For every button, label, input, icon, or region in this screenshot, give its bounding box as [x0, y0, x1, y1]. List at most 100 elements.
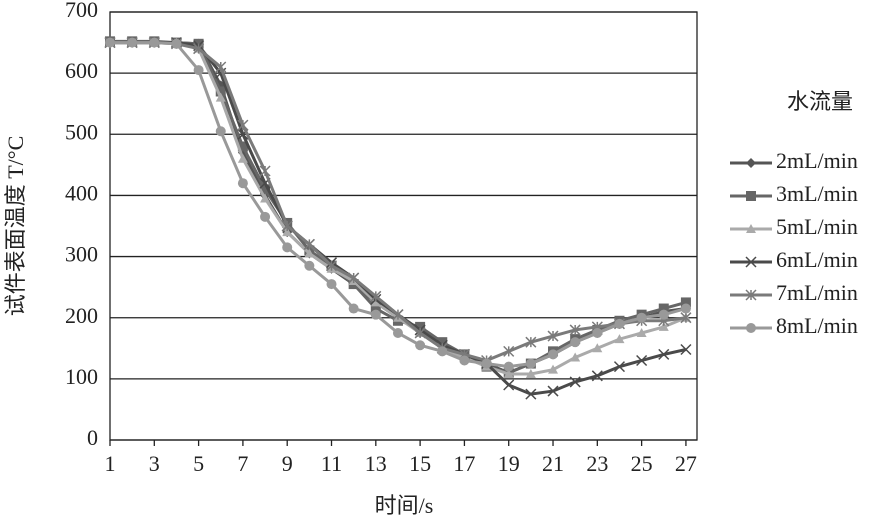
marker — [548, 364, 559, 374]
y-tick-label: 500 — [65, 119, 98, 144]
marker — [680, 312, 692, 324]
x-tick-label: 17 — [453, 451, 475, 476]
legend-label: 8mL/min — [776, 313, 858, 338]
marker — [569, 324, 581, 336]
marker — [592, 343, 603, 353]
legend-marker — [745, 256, 757, 268]
marker — [525, 388, 537, 400]
x-tick-label: 1 — [105, 451, 116, 476]
marker — [370, 290, 382, 302]
marker — [636, 312, 647, 323]
legend-marker — [746, 158, 756, 168]
marker — [304, 248, 315, 258]
marker — [636, 328, 647, 337]
legend-marker — [746, 224, 756, 233]
x-tick-label: 5 — [193, 451, 204, 476]
y-tick-label: 600 — [65, 58, 98, 83]
marker — [658, 309, 669, 320]
x-tick-label: 9 — [282, 451, 293, 476]
legend-marker — [745, 289, 757, 301]
marker — [348, 272, 360, 284]
legend-marker — [746, 323, 756, 333]
marker — [237, 141, 248, 152]
marker — [325, 260, 338, 272]
marker — [370, 303, 381, 314]
marker — [481, 358, 492, 369]
x-tick-label: 27 — [675, 451, 697, 476]
marker — [215, 61, 227, 73]
marker — [326, 279, 337, 290]
marker — [215, 92, 226, 102]
marker — [215, 126, 226, 137]
marker — [658, 348, 670, 360]
marker — [613, 361, 626, 373]
marker — [548, 349, 559, 360]
marker — [570, 352, 581, 362]
marker — [636, 354, 648, 367]
y-tick-label: 300 — [65, 242, 98, 267]
y-axis-label: 试件表面温度 T/°C — [3, 136, 28, 317]
marker — [392, 309, 404, 321]
marker — [259, 165, 271, 177]
x-tick-label: 23 — [586, 451, 608, 476]
x-tick-label: 3 — [149, 451, 160, 476]
legend-title: 水流量 — [787, 89, 853, 114]
marker — [570, 337, 581, 348]
y-tick-label: 0 — [87, 425, 98, 450]
marker — [348, 303, 359, 314]
marker — [193, 65, 204, 76]
marker — [658, 303, 669, 314]
marker — [614, 334, 625, 344]
legend-marker — [746, 191, 756, 201]
x-tick-label: 15 — [409, 451, 431, 476]
marker — [282, 227, 293, 237]
marker — [415, 340, 426, 351]
y-tick-label: 200 — [65, 303, 98, 328]
y-tick-label: 100 — [65, 364, 98, 389]
marker — [215, 86, 226, 97]
marker — [569, 376, 581, 388]
x-tick-label: 19 — [498, 451, 520, 476]
marker — [614, 318, 625, 329]
marker — [105, 37, 115, 48]
marker — [237, 119, 249, 131]
plot-frame — [109, 11, 698, 441]
legend-label: 6mL/min — [776, 247, 858, 272]
marker — [304, 260, 315, 271]
marker — [237, 153, 248, 163]
marker — [525, 336, 537, 348]
marker — [171, 38, 182, 49]
x-tick-label: 13 — [365, 451, 387, 476]
marker — [260, 193, 271, 203]
marker — [303, 238, 315, 250]
marker — [415, 321, 426, 332]
marker — [680, 303, 691, 314]
marker — [282, 242, 293, 253]
marker — [525, 358, 536, 369]
x-tick-label: 21 — [542, 451, 564, 476]
marker — [592, 328, 603, 338]
marker — [503, 345, 515, 357]
marker — [127, 37, 138, 48]
marker — [437, 337, 448, 348]
marker — [658, 321, 669, 331]
marker — [547, 330, 559, 342]
legend-label: 5mL/min — [776, 214, 858, 239]
marker — [281, 220, 293, 232]
marker — [414, 327, 426, 339]
marker — [525, 368, 536, 378]
marker — [193, 43, 205, 55]
x-axis-label: 时间/s — [375, 493, 434, 518]
marker — [237, 178, 248, 189]
x-tick-label: 7 — [237, 451, 248, 476]
legend-label: 7mL/min — [776, 280, 858, 305]
marker — [459, 355, 470, 366]
marker — [503, 361, 514, 372]
marker — [680, 297, 691, 308]
x-tick-label: 25 — [631, 451, 653, 476]
marker — [503, 379, 515, 391]
marker — [591, 370, 603, 382]
marker — [149, 37, 160, 48]
marker — [370, 309, 381, 320]
